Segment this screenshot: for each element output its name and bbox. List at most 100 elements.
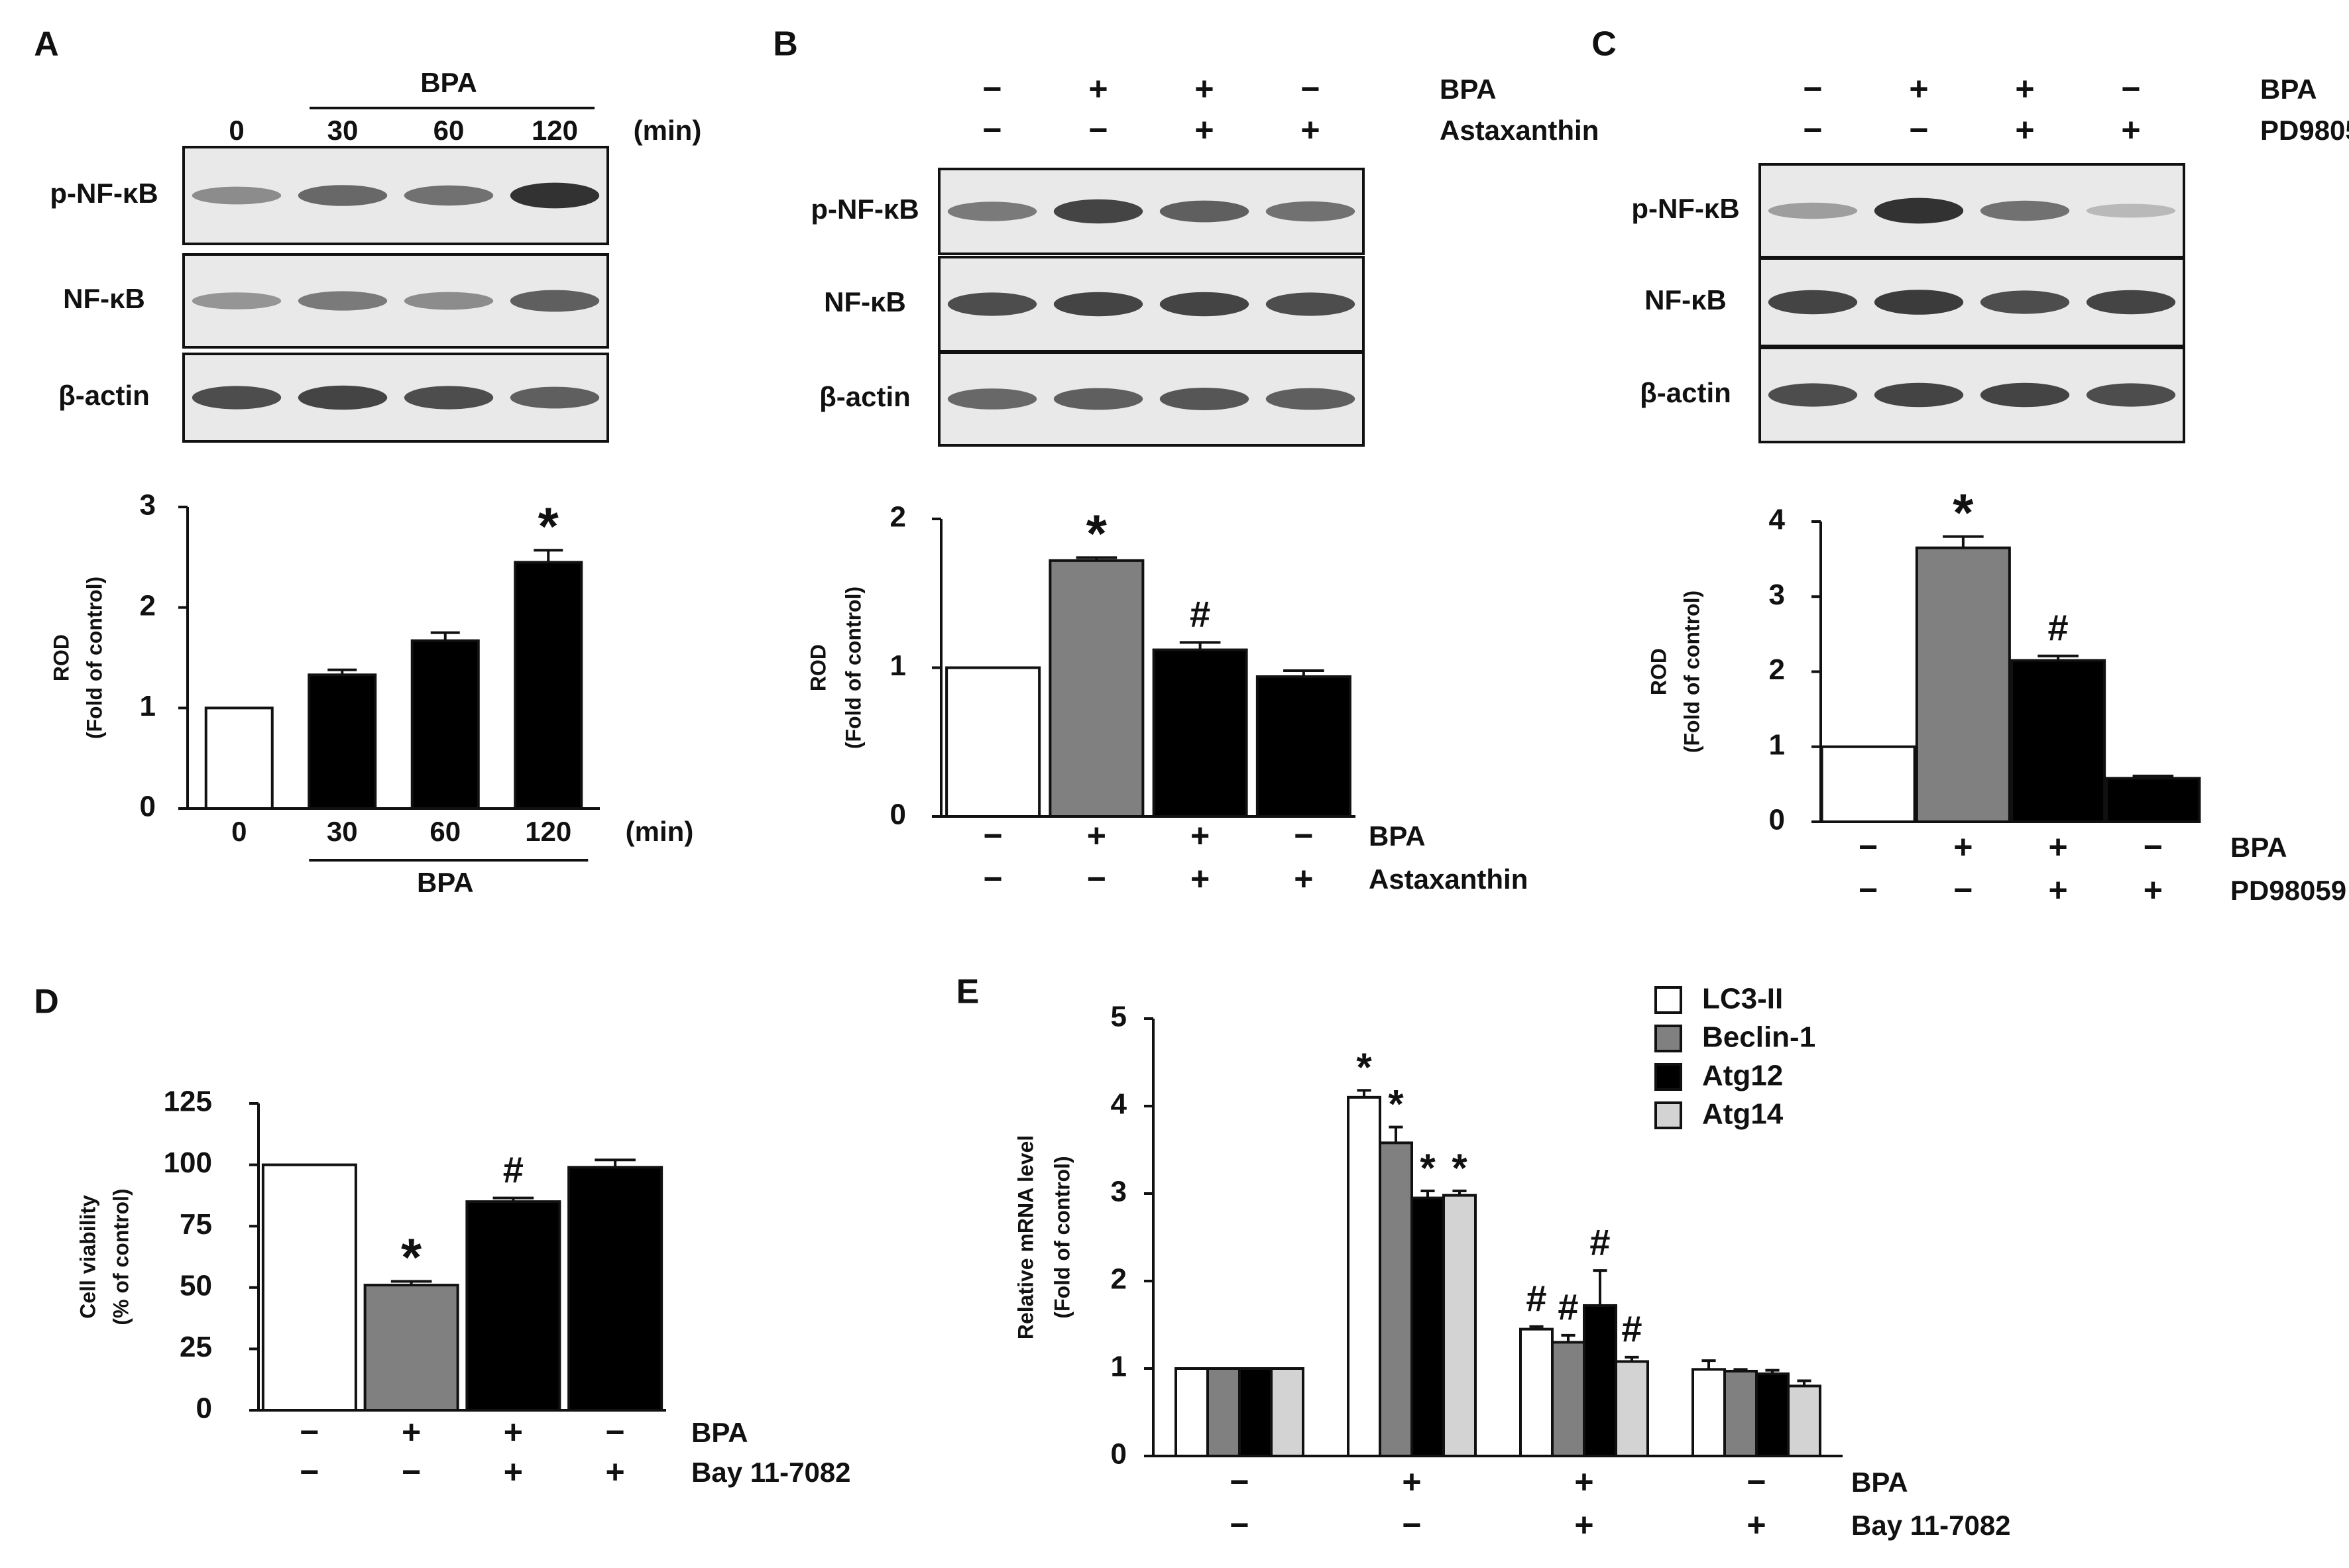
condition-sign: − (984, 860, 1003, 897)
condition-sign: + (1294, 860, 1313, 897)
blot-sign: + (1194, 111, 1214, 148)
condition-label: Bay 11-7082 (691, 1457, 851, 1488)
y-axis-label: (Fold of control) (1050, 1156, 1074, 1318)
blot-sign: − (1803, 70, 1822, 107)
blot-band (1768, 202, 1858, 219)
x-tick-label: 120 (525, 816, 571, 847)
blot-band (404, 386, 494, 410)
y-tick-label: 75 (180, 1208, 212, 1241)
blot-band (404, 292, 494, 310)
legend-label: Beclin-1 (1702, 1021, 1815, 1054)
blot-band (298, 291, 388, 311)
blot-time-label: 30 (327, 115, 359, 146)
bar-lc3-ii (1691, 1368, 1726, 1458)
blot-sign: − (2121, 70, 2140, 107)
blot-condition-label: Astaxanthin (1440, 115, 1599, 146)
blot-row-label: p-NF-κB (1631, 193, 1739, 224)
legend-label: LC3-II (1702, 983, 1783, 1015)
blot-sign: − (1803, 111, 1822, 148)
bar-beclin-1 (1723, 1369, 1758, 1457)
blot-band (510, 290, 600, 312)
blot-band (947, 201, 1037, 221)
condition-sign: − (1230, 1506, 1249, 1543)
significance-hash: # (1558, 1286, 1578, 1328)
legend-swatch (1654, 986, 1682, 1014)
bar-beclin-1 (1206, 1367, 1241, 1457)
blot-sign: + (1088, 70, 1108, 107)
bar (1255, 675, 1351, 818)
bar-atg14 (1442, 1194, 1477, 1457)
condition-sign: − (300, 1453, 319, 1490)
blot-row-label: NF-κB (824, 286, 906, 317)
y-axis-label: (% of control) (109, 1188, 133, 1325)
blot-time-unit: (min) (634, 115, 702, 146)
western-blot-panel-3-b: − + + − BPA − − + + Astaxanthin p-NF-κB NF-κB β-acti… (811, 70, 1599, 447)
bar-beclin-1 (1551, 1341, 1585, 1458)
blot-band (298, 385, 388, 410)
blot-band (1053, 199, 1143, 224)
blot-sign: − (1088, 111, 1108, 148)
y-axis-label: Cell viability (76, 1195, 99, 1319)
condition-sign: + (1190, 817, 1210, 854)
condition-sign: − (1747, 1463, 1766, 1500)
blot-band (192, 292, 282, 309)
blot-band (1053, 388, 1143, 410)
y-tick-label: 4 (1111, 1088, 1127, 1121)
blot-condition-label: BPA (1440, 74, 1497, 105)
blot-row-label: NF-κB (63, 283, 145, 314)
bar (945, 666, 1041, 818)
condition-sign: − (606, 1414, 625, 1451)
bar-atg12 (1410, 1196, 1445, 1457)
bar-lc3-ii (1347, 1095, 1381, 1458)
bar (2105, 777, 2201, 823)
condition-sign: − (1294, 817, 1313, 854)
panel-letter-a: A (34, 25, 59, 64)
legend-swatch (1654, 1025, 1682, 1052)
y-tick-label: 100 (164, 1147, 212, 1179)
condition-sign: − (300, 1414, 319, 1451)
legend-swatch (1654, 1063, 1682, 1091)
x-tick-label: 30 (327, 816, 358, 847)
blot-sign: − (1300, 70, 1320, 107)
bar (1915, 546, 2011, 823)
condition-sign: − (1402, 1506, 1421, 1543)
blot-row-label: p-NF-κB (811, 194, 919, 225)
condition-sign: + (606, 1453, 625, 1490)
blot-condition-label: BPA (2260, 74, 2317, 105)
y-tick-label: 5 (1111, 1001, 1127, 1033)
significance-asterisk: * (1452, 1146, 1467, 1190)
blot-band (192, 186, 282, 205)
bar-lc3-ii (1519, 1327, 1554, 1457)
condition-label: Astaxanthin (1369, 864, 1528, 895)
condition-label: BPA (1369, 820, 1426, 852)
condition-sign: − (1859, 871, 1878, 909)
blot-sign: + (1300, 111, 1320, 148)
condition-label: PD98059 (2230, 875, 2346, 906)
condition-sign: + (1190, 860, 1210, 897)
blot-time-label: 120 (532, 115, 578, 146)
y-axis-label: (Fold of control) (1680, 590, 1703, 753)
y-tick-label: 0 (890, 799, 906, 831)
x-group-label: BPA (417, 867, 474, 898)
bar (261, 1163, 357, 1412)
blot-band (510, 386, 600, 409)
blot-band (1874, 382, 1964, 408)
condition-sign: − (984, 817, 1003, 854)
significance-asterisk: * (401, 1228, 422, 1287)
condition-sign: + (504, 1453, 523, 1490)
y-axis-label: ROD (806, 644, 830, 691)
y-tick-label: 0 (196, 1392, 212, 1425)
condition-sign: − (1953, 871, 1973, 909)
blot-row-label: β-actin (1640, 377, 1731, 408)
y-tick-label: 2 (890, 501, 906, 533)
y-tick-label: 3 (140, 489, 156, 522)
blot-time-label: 0 (229, 115, 244, 146)
blot-band (1265, 388, 1355, 410)
condition-sign: − (2144, 828, 2163, 866)
condition-sign: + (1747, 1506, 1766, 1543)
y-tick-label: 1 (1769, 728, 1785, 761)
western-blot-panel-3-c: − + + − BPA − − + + PD98059 p-NF-κB NF-κB β-actin (1631, 70, 2349, 443)
y-tick-label: 4 (1769, 504, 1786, 536)
blot-group-label: BPA (420, 67, 477, 98)
